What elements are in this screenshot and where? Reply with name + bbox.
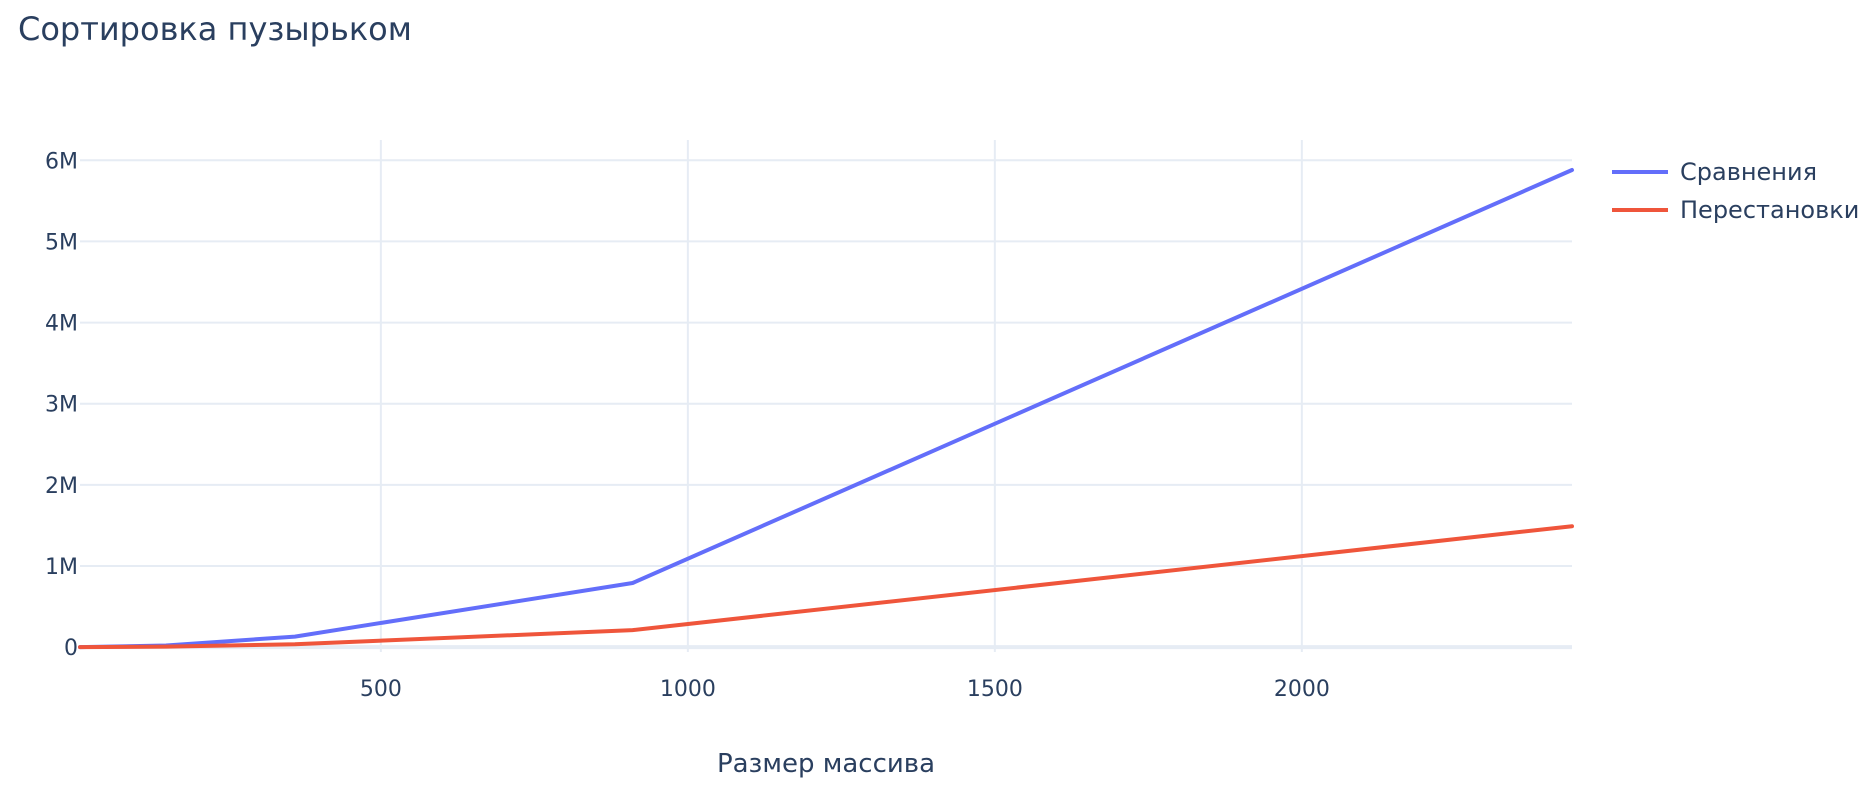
x-axis-title: Размер массива [717, 749, 935, 779]
series-line-1 [78, 524, 1574, 650]
x-tick-label: 500 [360, 677, 402, 702]
y-tick-label: 1M [45, 555, 78, 580]
y-tick-label: 6M [45, 149, 78, 174]
series-lines [78, 168, 1574, 650]
legend-label: Перестановки [1680, 196, 1859, 224]
grid-lines [80, 140, 1572, 652]
chart-title: Сортировка пузырьком [18, 10, 412, 48]
legend-label: Сравнения [1680, 158, 1817, 186]
x-axis-ticks: 500 1000 1500 2000 [360, 677, 1330, 702]
y-tick-label: 4M [45, 312, 78, 337]
x-tick-label: 2000 [1274, 677, 1330, 702]
y-tick-label: 3M [45, 393, 78, 418]
x-tick-label: 1500 [967, 677, 1023, 702]
legend: Сравнения Перестановки [1612, 158, 1859, 224]
y-tick-label: 2M [45, 474, 78, 499]
y-axis-ticks: 0 1M 2M 3M 4M 5M 6M [45, 149, 78, 661]
x-tick-label: 1000 [660, 677, 716, 702]
y-tick-label: 0 [64, 636, 78, 661]
y-tick-label: 5M [45, 230, 78, 255]
